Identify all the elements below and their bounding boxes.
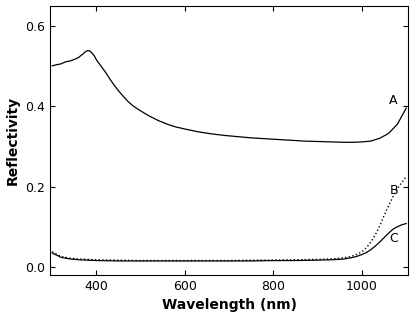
- Y-axis label: Reflectivity: Reflectivity: [5, 96, 19, 185]
- Text: B: B: [389, 184, 397, 197]
- X-axis label: Wavelength (nm): Wavelength (nm): [161, 299, 296, 313]
- Text: C: C: [389, 232, 397, 245]
- Text: A: A: [387, 93, 396, 107]
